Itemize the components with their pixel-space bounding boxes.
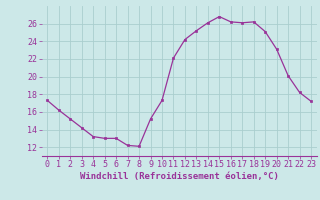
X-axis label: Windchill (Refroidissement éolien,°C): Windchill (Refroidissement éolien,°C) xyxy=(80,172,279,181)
